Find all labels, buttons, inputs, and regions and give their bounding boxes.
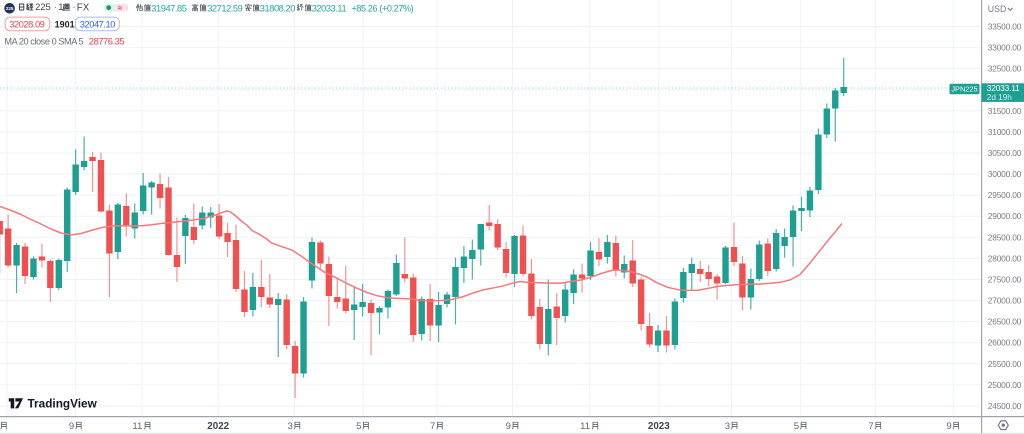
svg-text:11: 11 — [580, 421, 590, 432]
svg-text:33000.00: 33000.00 — [988, 43, 1022, 53]
svg-text:28776.35: 28776.35 — [89, 37, 124, 47]
svg-text:3: 3 — [288, 421, 293, 432]
svg-text:7: 7 — [868, 421, 873, 432]
svg-text:32028.09: 32028.09 — [9, 19, 44, 29]
svg-text:29500.00: 29500.00 — [988, 190, 1022, 200]
svg-text:32047.10: 32047.10 — [80, 19, 115, 29]
svg-text:33500.00: 33500.00 — [988, 22, 1022, 32]
svg-text:+85.26 (+0.27%): +85.26 (+0.27%) — [352, 3, 414, 13]
svg-text:2022: 2022 — [207, 421, 229, 432]
svg-text:31947.85: 31947.85 — [151, 3, 186, 13]
svg-text:≈: ≈ — [118, 3, 123, 12]
svg-text:FX: FX — [77, 2, 90, 13]
svg-text:3: 3 — [725, 421, 730, 432]
svg-text:30500.00: 30500.00 — [988, 148, 1022, 158]
svg-text:32033.11: 32033.11 — [312, 3, 347, 13]
svg-text:11: 11 — [132, 421, 142, 432]
svg-text:TradingView: TradingView — [28, 397, 98, 411]
svg-text:31500.00: 31500.00 — [988, 106, 1022, 116]
svg-text:27500.00: 27500.00 — [988, 274, 1022, 284]
svg-text:26500.00: 26500.00 — [988, 317, 1022, 327]
svg-text:JPN225: JPN225 — [951, 85, 977, 94]
svg-text:32712.59: 32712.59 — [207, 3, 242, 13]
svg-text:24500.00: 24500.00 — [988, 401, 1022, 411]
svg-text:25000.00: 25000.00 — [988, 380, 1022, 390]
svg-text:25500.00: 25500.00 — [988, 359, 1022, 369]
svg-text:MA 20 close 0 SMA 5: MA 20 close 0 SMA 5 — [4, 37, 83, 47]
svg-text:26000.00: 26000.00 — [988, 338, 1022, 348]
svg-text:9: 9 — [506, 421, 511, 432]
svg-text:·: · — [54, 1, 57, 12]
svg-text:2d 19h: 2d 19h — [987, 93, 1012, 102]
svg-text:29000.00: 29000.00 — [988, 211, 1022, 221]
svg-text:9: 9 — [69, 421, 74, 432]
svg-text:5: 5 — [356, 421, 361, 432]
svg-text:28500.00: 28500.00 — [988, 232, 1022, 242]
svg-text:32033.11: 32033.11 — [987, 83, 1020, 93]
svg-text:225: 225 — [6, 6, 14, 11]
svg-text:30000.00: 30000.00 — [988, 169, 1022, 179]
svg-text:27000.00: 27000.00 — [988, 296, 1022, 306]
svg-text:31000.00: 31000.00 — [988, 127, 1022, 137]
svg-text:1: 1 — [58, 1, 63, 12]
svg-text:2023: 2023 — [648, 421, 670, 432]
svg-text:28000.00: 28000.00 — [988, 253, 1022, 263]
svg-text:·: · — [72, 1, 75, 12]
svg-text:32500.00: 32500.00 — [988, 64, 1022, 74]
svg-text:225: 225 — [35, 1, 51, 12]
svg-text:9: 9 — [946, 421, 951, 432]
svg-text:7: 7 — [430, 421, 435, 432]
svg-text:31808.20: 31808.20 — [260, 3, 295, 13]
svg-text:USD: USD — [988, 4, 1007, 14]
svg-text:1901: 1901 — [55, 19, 75, 29]
svg-text:5: 5 — [794, 421, 799, 432]
